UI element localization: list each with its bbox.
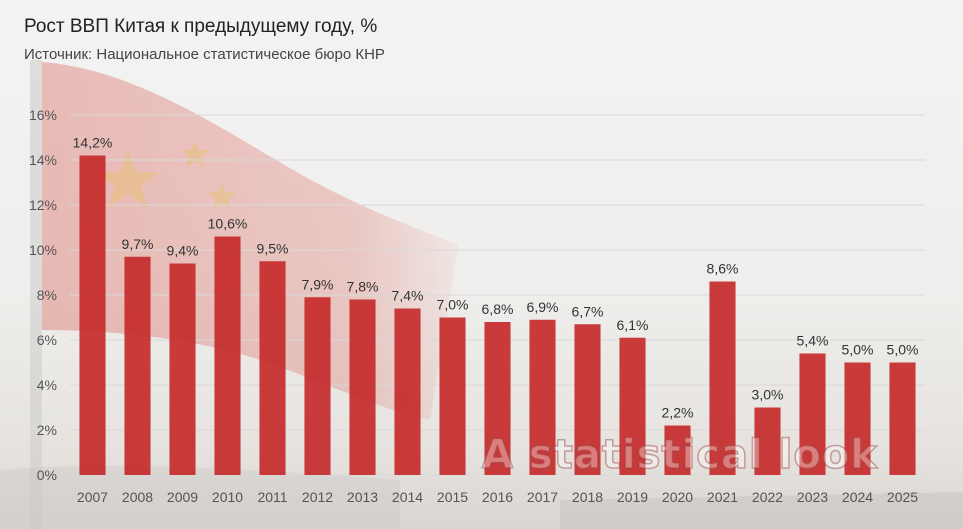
x-tick-label: 2021 [707, 489, 738, 505]
bar [304, 297, 331, 475]
chart-subtitle: Источник: Национальное статистическое бю… [24, 46, 385, 63]
x-tick-label: 2017 [527, 489, 558, 505]
data-label: 7,0% [437, 297, 469, 313]
x-tick-label: 2009 [167, 489, 198, 505]
data-label: 5,0% [842, 342, 874, 358]
bar [574, 324, 601, 475]
x-tick-label: 2007 [77, 489, 108, 505]
x-tick-label: 2014 [392, 489, 423, 505]
bar [619, 337, 646, 475]
data-label: 6,8% [482, 301, 514, 317]
x-tick-label: 2015 [437, 489, 468, 505]
bar [439, 317, 466, 475]
x-tick-label: 2013 [347, 489, 378, 505]
bar [484, 322, 511, 475]
bar [349, 299, 376, 475]
y-tick-label: 2% [37, 422, 57, 438]
data-label: 8,6% [707, 261, 739, 277]
y-tick-label: 0% [37, 467, 57, 483]
data-label: 2,2% [662, 405, 694, 421]
data-label: 6,9% [527, 299, 559, 315]
x-tick-label: 2011 [257, 489, 287, 505]
data-label: 7,8% [347, 279, 379, 295]
y-tick-label: 14% [29, 152, 57, 168]
x-tick-label: 2008 [122, 489, 153, 505]
data-label: 10,6% [208, 216, 248, 232]
data-label: 14,2% [73, 135, 113, 151]
bar [529, 319, 556, 475]
x-tick-label: 2025 [887, 489, 918, 505]
watermark-text: A statistical look [481, 431, 878, 479]
data-label: 6,7% [572, 303, 604, 319]
bar [889, 362, 916, 475]
x-tick-label: 2012 [302, 489, 333, 505]
y-tick-label: 8% [37, 287, 57, 303]
bar [844, 362, 871, 475]
x-tick-label: 2022 [752, 489, 783, 505]
data-label: 5,4% [797, 333, 829, 349]
chart-title: Рост ВВП Китая к предыдущему году, % [24, 16, 378, 37]
data-label: 3,0% [752, 387, 784, 403]
bar [754, 407, 781, 475]
bar [214, 236, 241, 475]
bar [394, 308, 421, 475]
bar [664, 425, 691, 475]
data-label: 7,4% [392, 288, 424, 304]
x-tick-label: 2010 [212, 489, 243, 505]
data-label: 7,9% [302, 276, 334, 292]
x-tick-label: 2023 [797, 489, 828, 505]
data-label: 9,4% [167, 243, 199, 259]
bar [169, 263, 196, 475]
y-tick-label: 4% [37, 377, 57, 393]
x-tick-label: 2016 [482, 489, 513, 505]
data-label: 5,0% [887, 342, 919, 358]
y-tick-label: 6% [37, 332, 57, 348]
x-tick-label: 2020 [662, 489, 693, 505]
bar [124, 256, 151, 475]
y-tick-label: 12% [29, 197, 57, 213]
x-tick-label: 2018 [572, 489, 603, 505]
bar [259, 261, 286, 475]
data-label: 9,5% [257, 240, 289, 256]
data-label: 9,7% [122, 236, 154, 252]
x-tick-label: 2024 [842, 489, 873, 505]
y-tick-label: 10% [29, 242, 57, 258]
bar [799, 353, 826, 475]
data-label: 6,1% [617, 317, 649, 333]
x-tick-label: 2019 [617, 489, 648, 505]
bar [79, 155, 106, 475]
bar [709, 281, 736, 475]
y-tick-label: 16% [29, 107, 57, 123]
